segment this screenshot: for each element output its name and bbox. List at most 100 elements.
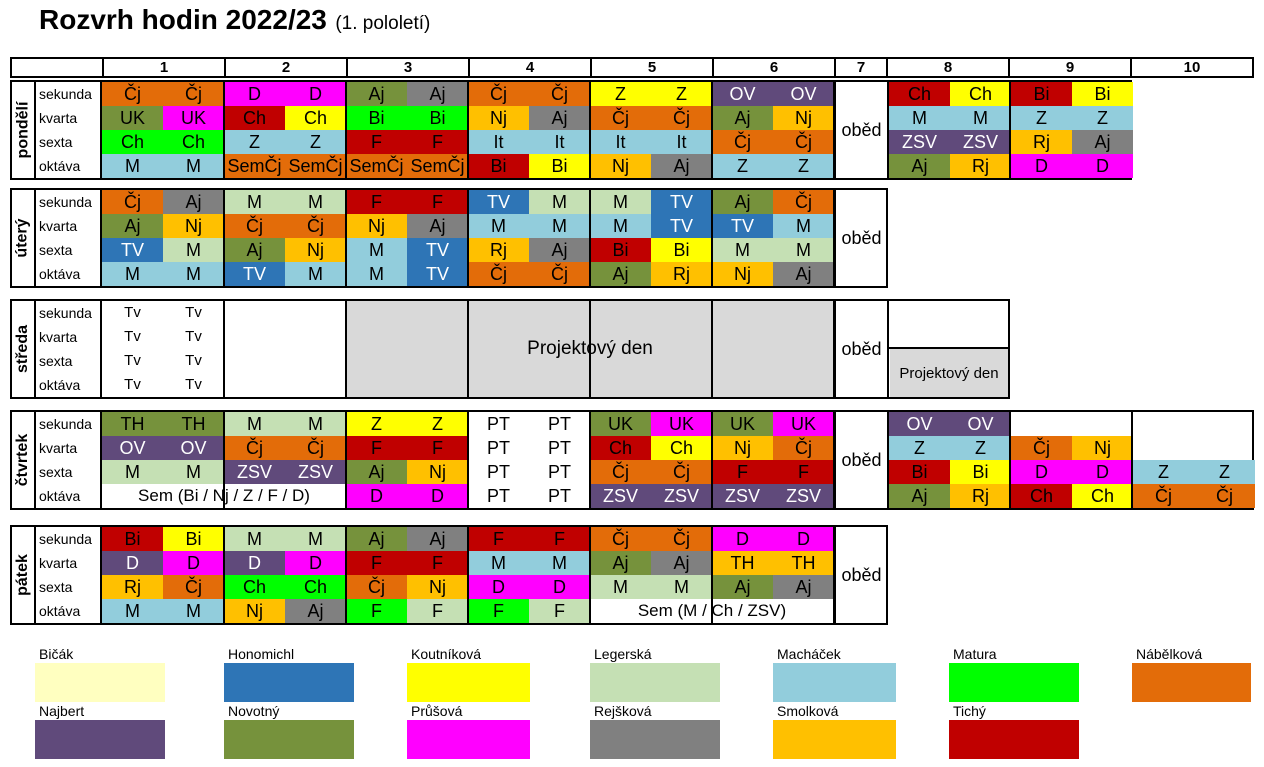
lesson-cell: M <box>224 527 285 551</box>
day-label: čtvrtek <box>12 412 34 508</box>
lesson-cell: Ch <box>590 436 651 460</box>
lesson-cell: Tv <box>185 304 202 321</box>
lesson-cell: F <box>346 190 407 214</box>
lesson-cell: D <box>712 527 773 551</box>
legend-swatch <box>949 663 1079 702</box>
lesson-cell: Aj <box>285 599 346 623</box>
lesson-cell: D <box>1011 460 1072 484</box>
lesson-cell: UK <box>590 412 651 436</box>
lesson-cell: ZSV <box>224 460 285 484</box>
lesson-cell: Tv <box>185 328 202 345</box>
lesson-cell: Čj <box>224 214 285 238</box>
lesson-cell: Nj <box>285 238 346 262</box>
lesson-cell: It <box>529 130 590 154</box>
period-header-cell: 3 <box>348 59 470 76</box>
divider <box>887 410 889 510</box>
lesson-cell: Aj <box>590 262 651 286</box>
period-header-corner <box>12 59 104 76</box>
divider <box>467 299 469 399</box>
lesson-cell: F <box>407 551 468 575</box>
period-header-cell: 9 <box>1010 59 1132 76</box>
class-label: sexta <box>39 464 73 480</box>
lesson-cell: Tv <box>185 376 202 393</box>
lesson-cell: F <box>407 130 468 154</box>
lesson-cell: Čj <box>468 82 529 106</box>
lesson-cell: ZSV <box>285 460 346 484</box>
lesson-cell: Tv <box>124 304 141 321</box>
divider <box>711 80 713 180</box>
divider <box>711 410 713 510</box>
lesson-cell: F <box>529 527 590 551</box>
class-label: oktáva <box>39 488 81 504</box>
lesson-cell: TH <box>163 412 224 436</box>
class-label: kvarta <box>39 218 78 234</box>
lesson-cell: D <box>346 484 407 508</box>
divider <box>34 525 36 625</box>
lesson-cell: Bi <box>407 106 468 130</box>
lesson-cell: Rj <box>468 238 529 262</box>
lesson-cell: Tv <box>185 352 202 369</box>
divider <box>834 525 836 625</box>
lesson-cell: M <box>712 238 773 262</box>
period-header-cell: 5 <box>592 59 714 76</box>
legend-swatch <box>949 720 1079 759</box>
divider <box>34 80 36 180</box>
legend-label: Rejšková <box>594 703 652 719</box>
lesson-cell: TV <box>651 214 712 238</box>
lesson-cell: M <box>224 190 285 214</box>
lesson-cell: M <box>529 551 590 575</box>
class-label: oktáva <box>39 603 81 619</box>
class-label: sexta <box>39 579 73 595</box>
legend-label: Tichý <box>953 703 986 719</box>
divider <box>34 410 36 510</box>
day-block <box>10 299 1010 399</box>
divider <box>1009 410 1011 510</box>
lesson-cell: Čj <box>651 527 712 551</box>
lesson-cell: D <box>529 575 590 599</box>
lesson-cell: D <box>285 82 346 106</box>
lesson-cell: Čj <box>773 436 834 460</box>
class-label: sekunda <box>39 194 92 210</box>
divider <box>345 299 347 399</box>
legend-label: Legerská <box>594 646 652 662</box>
lesson-cell: Čj <box>590 527 651 551</box>
lesson-cell: OV <box>889 412 950 436</box>
lesson-cell: F <box>346 599 407 623</box>
divider <box>589 80 591 180</box>
lesson-cell: Aj <box>529 106 590 130</box>
legend-swatch <box>224 720 354 759</box>
period-header-cell: 2 <box>226 59 348 76</box>
lesson-cell: ZSV <box>889 130 950 154</box>
lesson-cell: D <box>773 527 834 551</box>
lesson-cell: Nj <box>224 599 285 623</box>
lesson-cell: Aj <box>1072 130 1133 154</box>
lesson-cell: OV <box>712 82 773 106</box>
divider <box>589 525 591 625</box>
lesson-cell: D <box>163 551 224 575</box>
lesson-cell: Aj <box>773 262 834 286</box>
lesson-cell: M <box>163 154 224 178</box>
day-name: pondělí <box>14 101 32 159</box>
day-name: středa <box>14 324 31 374</box>
lesson-cell: It <box>651 130 712 154</box>
lesson-cell: Nj <box>712 262 773 286</box>
page-title: Rozvrh hodin 2022/23 (1. pololetí) <box>39 4 430 36</box>
legend-label: Průšová <box>411 703 463 719</box>
lesson-cell: TH <box>102 412 163 436</box>
class-label: kvarta <box>39 110 78 126</box>
lesson-cell: ZSV <box>712 484 773 508</box>
lesson-cell: Aj <box>224 238 285 262</box>
lesson-cell: TV <box>712 214 773 238</box>
lesson-cell: Ch <box>285 106 346 130</box>
lesson-cell: Aj <box>163 190 224 214</box>
lesson-cell: Aj <box>712 575 773 599</box>
legend-swatch <box>1132 663 1251 702</box>
divider <box>888 347 1010 349</box>
lesson-cell: D <box>407 484 468 508</box>
class-label: kvarta <box>39 555 78 571</box>
divider <box>223 525 225 625</box>
lesson-cell: Z <box>889 436 950 460</box>
lesson-cell: Nj <box>163 214 224 238</box>
lesson-cell: UK <box>651 412 712 436</box>
lesson-cell: TH <box>773 551 834 575</box>
